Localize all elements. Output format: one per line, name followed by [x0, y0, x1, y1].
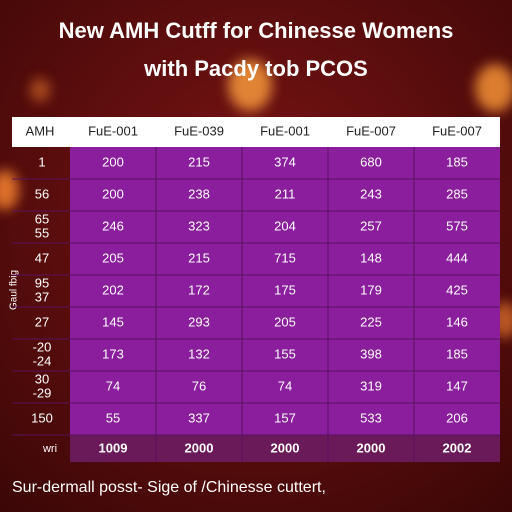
- cell: 215: [188, 250, 210, 265]
- cell: 173: [102, 346, 124, 361]
- cell: 55: [106, 410, 120, 425]
- cell: 157: [274, 410, 296, 425]
- cell: 323: [188, 218, 210, 233]
- cell: 206: [446, 410, 468, 425]
- cell: 215: [188, 154, 210, 169]
- cell: 225: [360, 314, 382, 329]
- cell: 398: [360, 346, 382, 361]
- cell: 337: [188, 410, 210, 425]
- column-header: AMH: [26, 123, 55, 138]
- footer-row: [70, 435, 500, 462]
- column-header: FuE-007: [346, 123, 396, 138]
- footer-cell: 2000: [271, 440, 300, 455]
- cell: 172: [188, 282, 210, 297]
- caption: Sur-dermall posst- Sige of /Chinesse cut…: [12, 479, 326, 496]
- cell: 444: [446, 250, 468, 265]
- footer-label: wri: [42, 443, 57, 455]
- column-header: FuE-039: [174, 123, 224, 138]
- column-header: FuE-001: [260, 123, 310, 138]
- title: with Pacdy tob PCOS: [143, 56, 368, 81]
- footer-cell: 2002: [443, 440, 472, 455]
- cell: 175: [274, 282, 296, 297]
- row-label: 37: [35, 289, 49, 304]
- side-label: Gaul fbig: [9, 270, 20, 310]
- row-label: -20: [33, 339, 52, 354]
- cell: 293: [188, 314, 210, 329]
- row-label: -29: [33, 385, 52, 400]
- cell: 715: [274, 250, 296, 265]
- cell: 185: [446, 154, 468, 169]
- cell: 257: [360, 218, 382, 233]
- row-label: 47: [35, 250, 49, 265]
- cell: 200: [102, 154, 124, 169]
- row-label: 65: [35, 211, 49, 226]
- cell: 200: [102, 186, 124, 201]
- row-label: 95: [35, 275, 49, 290]
- footer-cell: 2000: [185, 440, 214, 455]
- cell: 145: [102, 314, 124, 329]
- row-label: 56: [35, 186, 49, 201]
- row-label: 150: [31, 410, 53, 425]
- row-label: 55: [35, 225, 49, 240]
- cell: 680: [360, 154, 382, 169]
- cell: 425: [446, 282, 468, 297]
- cell: 238: [188, 186, 210, 201]
- cell: 246: [102, 218, 124, 233]
- cell: 132: [188, 346, 210, 361]
- cell: 211: [275, 186, 296, 201]
- footer-cell: 1009: [99, 440, 128, 455]
- cell: 148: [360, 250, 382, 265]
- cell: 374: [274, 154, 296, 169]
- cell: 205: [274, 314, 296, 329]
- title: New AMH Cutff for Chinesse Womens: [59, 18, 454, 43]
- cell: 155: [274, 346, 296, 361]
- cell: 285: [446, 186, 468, 201]
- column-header: FuE-001: [88, 123, 138, 138]
- table-body: [70, 147, 500, 435]
- header-row: [12, 117, 500, 147]
- cell: 243: [360, 186, 382, 201]
- cell: 74: [106, 378, 120, 393]
- cell: 204: [274, 218, 296, 233]
- cell: 179: [360, 282, 382, 297]
- column-header: FuE-007: [432, 123, 482, 138]
- cell: 533: [360, 410, 382, 425]
- row-label: 30: [35, 371, 49, 386]
- cell: 575: [446, 218, 468, 233]
- cell: 319: [360, 378, 382, 393]
- row-label: 1: [38, 154, 45, 169]
- cell: 185: [446, 346, 468, 361]
- cell: 74: [278, 378, 292, 393]
- cell: 205: [102, 250, 124, 265]
- cell: 76: [192, 378, 206, 393]
- cell: 202: [102, 282, 124, 297]
- cell: 147: [446, 378, 468, 393]
- row-label: 27: [35, 314, 49, 329]
- cell: 146: [446, 314, 468, 329]
- row-label: -24: [33, 353, 52, 368]
- footer-cell: 2000: [357, 440, 386, 455]
